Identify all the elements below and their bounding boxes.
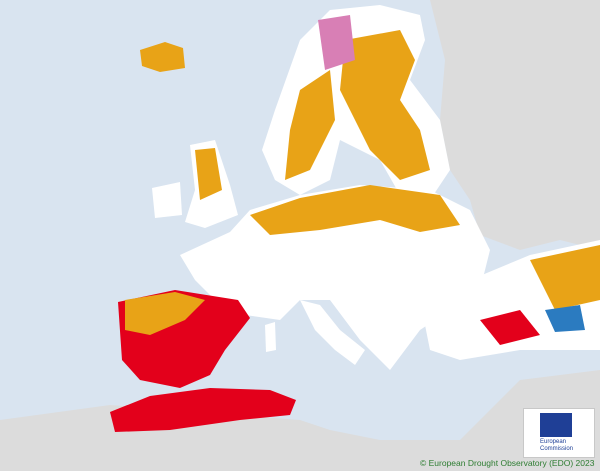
italy <box>300 300 365 365</box>
maghreb <box>110 388 296 432</box>
drought-caucasus <box>530 245 600 310</box>
logo-line: Commission <box>540 446 574 452</box>
ireland <box>152 182 182 218</box>
attribution: © European Drought Observatory (EDO) 202… <box>420 458 595 468</box>
drought-sweden <box>285 70 335 180</box>
drought-iberia-north <box>125 292 205 335</box>
logo-text: European Commission <box>540 439 573 453</box>
continent <box>180 185 490 370</box>
land-south <box>0 370 600 471</box>
logo-line: European <box>540 439 567 445</box>
drought-turkey <box>480 310 540 345</box>
drought-central <box>250 185 460 235</box>
drought-britain <box>195 148 222 200</box>
land-east <box>430 0 600 250</box>
drought-lapland <box>318 15 355 70</box>
eu-flag <box>540 413 572 437</box>
sardinia <box>265 322 276 352</box>
logo: European Commission <box>523 408 595 458</box>
wet-turkey <box>545 305 585 332</box>
iceland <box>140 42 185 72</box>
drought-finland <box>340 30 430 180</box>
